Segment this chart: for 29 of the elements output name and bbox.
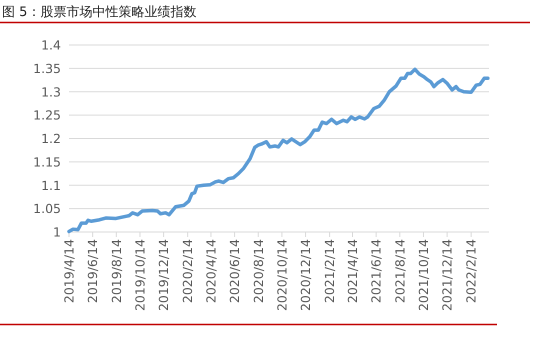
x-tick-label: 2020/12/14 <box>298 238 314 312</box>
x-tick-label: 2019/6/14 <box>85 238 100 304</box>
x-tick-label: 2020/4/14 <box>203 238 218 304</box>
y-tick-label: 1.05 <box>33 201 61 216</box>
x-tick-label: 2021/4/14 <box>344 238 360 304</box>
x-tick-label: 2022/2/14 <box>464 238 479 304</box>
x-tick-label: 2019/10/14 <box>132 238 148 312</box>
y-tick-label: 1.35 <box>33 60 61 76</box>
x-tick-label: 2019/12/14 <box>156 238 172 312</box>
x-tick-label: 2020/6/14 <box>227 238 242 304</box>
chart-title: 图 5：股票市场中性策略业绩指数 <box>2 5 196 20</box>
x-tick-label: 2021/6/14 <box>368 238 384 304</box>
line-series <box>67 68 490 234</box>
x-tick-label: 2021/2/14 <box>322 238 338 304</box>
x-tick-label: 2021/12/14 <box>440 238 455 312</box>
x-tick-label: 2019/4/14 <box>62 238 76 304</box>
y-tick-label: 1 <box>53 224 61 240</box>
x-tick-label: 2019/8/14 <box>108 238 124 304</box>
x-tick-label: 2021/10/14 <box>416 238 431 312</box>
x-tick-label: 2020/2/14 <box>180 238 196 304</box>
y-tick-label: 1.15 <box>33 154 61 170</box>
y-tick-label: 1.3 <box>41 84 61 100</box>
x-tick-label: 2021/8/14 <box>392 238 408 304</box>
y-tick-label: 1.4 <box>41 38 62 52</box>
y-tick-label: 1.25 <box>33 108 61 123</box>
y-tick-label: 1.2 <box>41 131 61 146</box>
x-tick-label: 2020/8/14 <box>250 238 266 304</box>
x-tick-label: 2020/10/14 <box>274 238 290 312</box>
y-tick-label: 1.1 <box>41 178 61 193</box>
